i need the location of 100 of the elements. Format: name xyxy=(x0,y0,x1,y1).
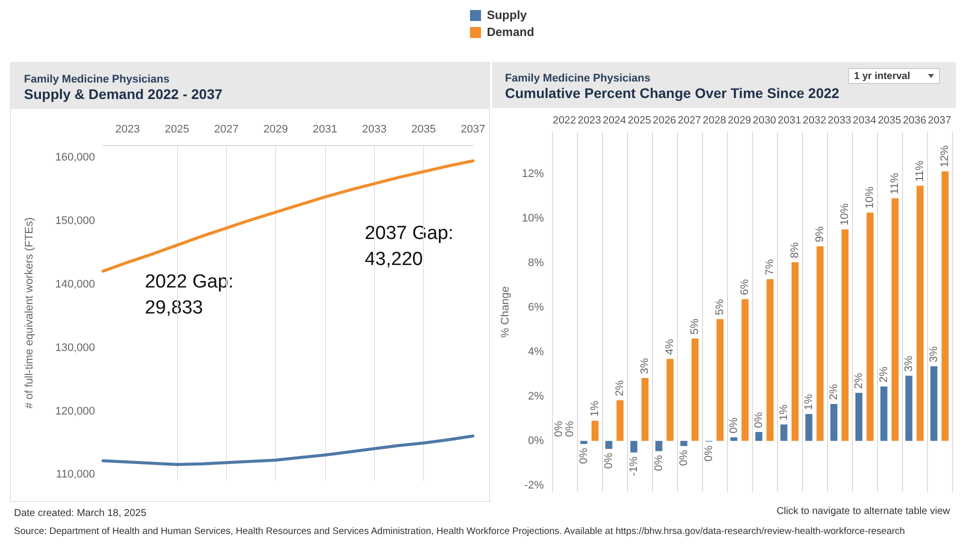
y-tick-label: 10% xyxy=(522,212,544,225)
data-label: 5% xyxy=(714,298,726,316)
x-tick-label: 2036 xyxy=(902,114,926,126)
data-label: 4% xyxy=(664,338,676,355)
y-tick-label: 8% xyxy=(528,257,544,270)
x-tick-label: 2035 xyxy=(878,114,902,126)
bar xyxy=(580,440,588,444)
data-label: 11% xyxy=(914,160,926,182)
dropdown: 1 yr interval xyxy=(848,68,940,84)
bar xyxy=(642,378,649,441)
y-tick-label: 6% xyxy=(528,302,544,314)
x-tick-label: 2025 xyxy=(164,124,190,136)
data-label: 0% xyxy=(752,412,765,428)
line-series xyxy=(102,434,474,466)
line-series xyxy=(102,159,474,273)
legend-label: Demand xyxy=(486,25,534,39)
bar xyxy=(892,198,899,441)
data-label: 11% xyxy=(889,172,902,194)
bar xyxy=(655,440,662,452)
y-tick-label: 4% xyxy=(528,346,544,358)
x-tick-label: 2023 xyxy=(578,114,602,126)
y-tick-label: 130,000 xyxy=(55,342,95,354)
data-label: 0% xyxy=(702,445,715,462)
bar xyxy=(842,229,849,441)
bar xyxy=(616,400,624,441)
data-label: 0% xyxy=(678,450,690,466)
chart-title: Supply & Demand 2022 - 2037 xyxy=(24,86,223,102)
annotation: 2037 Gap: 43,220 xyxy=(364,223,454,270)
data-label: 3% xyxy=(902,356,915,372)
y-tick-label: 120,000 xyxy=(55,405,95,418)
x-tick-label: 2037 xyxy=(928,114,952,126)
data-label: 3% xyxy=(928,346,940,362)
bar xyxy=(742,299,749,441)
y-tick-label: 150,000 xyxy=(55,215,95,228)
bar xyxy=(666,358,674,441)
y-tick-label: 0% xyxy=(528,434,544,447)
x-tick-label: 2024 xyxy=(602,114,626,126)
x-tick-label: 2031 xyxy=(778,114,802,126)
y-tick-label: -2% xyxy=(524,479,544,492)
bar xyxy=(855,392,862,441)
bar xyxy=(766,279,774,441)
x-tick-label: 2029 xyxy=(728,114,752,126)
x-tick-label: 2033 xyxy=(828,114,852,126)
y-axis-title: % Change xyxy=(500,286,512,338)
bar xyxy=(780,424,788,441)
bar xyxy=(916,186,924,441)
data-label: 2% xyxy=(852,372,865,389)
x-tick-label: 2032 xyxy=(802,114,826,126)
data-label: 10% xyxy=(864,186,876,209)
data-label: 0% xyxy=(578,448,590,464)
source-note: Source: Department of Health and Human Services, Health Resources and Services Administration, Health Workforce Projections. Available at https://bhw.hrsa.gov/data-research/review-health-workforce-research xyxy=(14,526,906,537)
data-label: 2% xyxy=(878,366,890,382)
data-label: 0% xyxy=(552,420,565,437)
data-label: 3% xyxy=(639,358,652,374)
data-label: 12% xyxy=(939,145,952,168)
x-tick-label: 2027 xyxy=(678,114,702,126)
bar xyxy=(905,376,912,441)
chart-subtitle: Family Medicine Physicians xyxy=(505,72,651,84)
bar xyxy=(816,246,824,441)
data-label: 0% xyxy=(652,454,665,472)
data-label: 1% xyxy=(589,400,602,417)
y-tick-label: 110,000 xyxy=(56,468,95,481)
data-label: 0% xyxy=(728,417,740,434)
data-label: 2% xyxy=(614,380,626,396)
bar xyxy=(716,319,724,441)
chart-subtitle: Family Medicine Physicians xyxy=(24,74,170,86)
y-tick-label: 2% xyxy=(528,390,544,402)
bar xyxy=(866,212,874,441)
bar xyxy=(730,437,738,441)
x-tick-label: 2027 xyxy=(214,124,239,136)
data-label: 9% xyxy=(814,226,826,242)
y-tick-label: 140,000 xyxy=(55,278,95,290)
x-tick-label: 2030 xyxy=(752,114,776,126)
data-label: 7% xyxy=(764,258,776,276)
text: Date created: March 18, 2025 xyxy=(14,508,146,519)
data-label: 10% xyxy=(839,203,852,226)
bar xyxy=(930,366,938,441)
data-label: 1% xyxy=(778,404,790,420)
bar xyxy=(805,414,812,441)
data-label: 0% xyxy=(602,452,615,469)
x-tick-label: 2022 xyxy=(552,114,576,126)
bar xyxy=(630,440,638,452)
x-tick-label: 2034 xyxy=(852,114,876,126)
bar xyxy=(692,338,699,441)
text: Click to navigate to alternate table view xyxy=(776,506,950,517)
bar xyxy=(592,420,599,441)
data-label: -1% xyxy=(628,456,640,476)
annotation: 2022 Gap: 29,833 xyxy=(144,271,234,318)
data-label: 2% xyxy=(828,384,840,400)
bar xyxy=(830,404,838,441)
bar xyxy=(605,440,612,449)
data-label: 6% xyxy=(739,278,752,296)
data-label: 8% xyxy=(789,242,802,258)
bar xyxy=(680,440,688,446)
bar xyxy=(880,386,888,441)
bar xyxy=(755,432,762,441)
x-tick-label: 2029 xyxy=(263,124,288,136)
y-tick-label: 160,000 xyxy=(55,152,95,164)
legend-label: Supply xyxy=(486,8,527,22)
chart-title: Cumulative Percent Change Over Time Since 2022 xyxy=(505,85,840,101)
